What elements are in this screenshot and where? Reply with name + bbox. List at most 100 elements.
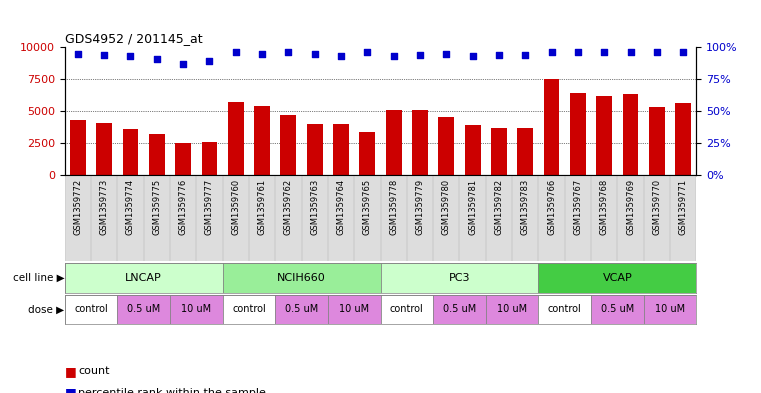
Bar — [433, 295, 486, 324]
Bar — [254, 106, 270, 175]
Bar — [275, 295, 328, 324]
Point — [414, 51, 426, 58]
Text: 10 uM: 10 uM — [655, 305, 685, 314]
Text: dose ▶: dose ▶ — [28, 305, 64, 314]
Bar — [96, 123, 112, 175]
Bar — [591, 295, 644, 324]
Point — [256, 50, 268, 57]
Point — [282, 49, 295, 55]
Text: 0.5 uM: 0.5 uM — [285, 305, 318, 314]
Point — [677, 49, 689, 55]
Text: GSM1359768: GSM1359768 — [600, 179, 609, 235]
Text: percentile rank within the sample: percentile rank within the sample — [78, 388, 266, 393]
Bar — [675, 103, 691, 175]
Point — [230, 49, 242, 55]
Bar — [539, 263, 696, 293]
Point — [72, 50, 84, 57]
Text: 10 uM: 10 uM — [181, 305, 212, 314]
Point — [440, 50, 452, 57]
Text: GSM1359777: GSM1359777 — [205, 179, 214, 235]
Bar — [175, 143, 191, 175]
Text: GSM1359773: GSM1359773 — [100, 179, 109, 235]
Text: GSM1359783: GSM1359783 — [521, 179, 530, 235]
Bar — [359, 132, 375, 175]
Text: ■: ■ — [65, 365, 81, 378]
Bar — [202, 142, 218, 175]
Point — [203, 58, 215, 64]
Bar — [333, 124, 349, 175]
Text: GSM1359779: GSM1359779 — [416, 179, 425, 235]
Text: ■: ■ — [65, 386, 81, 393]
Bar — [491, 128, 507, 175]
Point — [98, 51, 110, 58]
Bar — [386, 110, 402, 175]
Bar — [380, 263, 539, 293]
Point — [177, 61, 189, 67]
Bar — [597, 96, 612, 175]
Bar — [123, 129, 139, 175]
Text: control: control — [548, 305, 581, 314]
Bar — [65, 263, 223, 293]
Text: cell line ▶: cell line ▶ — [12, 273, 64, 283]
Point — [651, 49, 663, 55]
Bar — [622, 94, 638, 175]
Bar — [570, 93, 586, 175]
Point — [572, 49, 584, 55]
Bar — [539, 295, 591, 324]
Text: GSM1359775: GSM1359775 — [152, 179, 161, 235]
Text: 10 uM: 10 uM — [339, 305, 369, 314]
Point — [124, 53, 136, 59]
Bar — [228, 102, 244, 175]
Point — [625, 49, 637, 55]
Bar — [412, 110, 428, 175]
Text: LNCAP: LNCAP — [126, 273, 162, 283]
Bar — [644, 295, 696, 324]
Bar — [281, 115, 296, 175]
Bar — [307, 124, 323, 175]
Text: PC3: PC3 — [449, 273, 470, 283]
Bar — [517, 128, 533, 175]
Point — [493, 51, 505, 58]
Text: GSM1359766: GSM1359766 — [547, 179, 556, 235]
Text: GSM1359762: GSM1359762 — [284, 179, 293, 235]
Point — [598, 49, 610, 55]
Bar — [149, 134, 164, 175]
Point — [546, 49, 558, 55]
Text: GSM1359764: GSM1359764 — [336, 179, 345, 235]
Text: 10 uM: 10 uM — [497, 305, 527, 314]
Text: GDS4952 / 201145_at: GDS4952 / 201145_at — [65, 31, 202, 44]
Text: GSM1359778: GSM1359778 — [389, 179, 398, 235]
Text: GSM1359776: GSM1359776 — [179, 179, 188, 235]
Text: control: control — [390, 305, 424, 314]
Bar — [70, 120, 86, 175]
Bar — [117, 295, 170, 324]
Text: GSM1359765: GSM1359765 — [363, 179, 372, 235]
Text: 0.5 uM: 0.5 uM — [127, 305, 161, 314]
Bar — [486, 295, 539, 324]
Bar — [65, 295, 117, 324]
Point — [466, 53, 479, 59]
Text: GSM1359760: GSM1359760 — [231, 179, 240, 235]
Text: control: control — [74, 305, 108, 314]
Bar — [380, 295, 433, 324]
Point — [387, 53, 400, 59]
Point — [151, 55, 163, 62]
Bar — [649, 107, 665, 175]
Bar — [465, 125, 480, 175]
Text: GSM1359770: GSM1359770 — [652, 179, 661, 235]
Point — [335, 53, 347, 59]
Text: GSM1359774: GSM1359774 — [126, 179, 135, 235]
Point — [519, 51, 531, 58]
Point — [361, 49, 374, 55]
Text: GSM1359767: GSM1359767 — [573, 179, 582, 235]
Text: VCAP: VCAP — [603, 273, 632, 283]
Text: GSM1359769: GSM1359769 — [626, 179, 635, 235]
Text: GSM1359781: GSM1359781 — [468, 179, 477, 235]
Text: GSM1359782: GSM1359782 — [495, 179, 504, 235]
Text: 0.5 uM: 0.5 uM — [443, 305, 476, 314]
Bar — [223, 263, 380, 293]
Bar — [543, 79, 559, 175]
Bar — [328, 295, 380, 324]
Text: GSM1359772: GSM1359772 — [73, 179, 82, 235]
Point — [309, 50, 321, 57]
